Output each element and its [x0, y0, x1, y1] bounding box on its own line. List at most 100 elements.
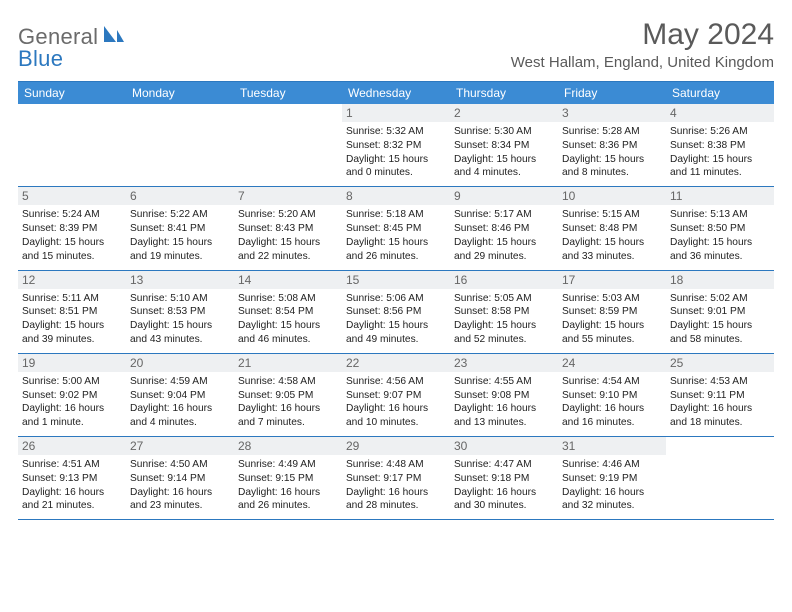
sunset-line: Sunset: 9:14 PM — [130, 472, 230, 486]
day-number: 20 — [126, 354, 234, 372]
day-number: 24 — [558, 354, 666, 372]
daylight-line: Daylight: 16 hours and 16 minutes. — [562, 402, 662, 430]
daylight-line: Daylight: 15 hours and 4 minutes. — [454, 153, 554, 181]
sunrise-line: Sunrise: 5:10 AM — [130, 292, 230, 306]
sunset-line: Sunset: 9:15 PM — [238, 472, 338, 486]
day-number: 5 — [18, 187, 126, 205]
day-cell: 28Sunrise: 4:49 AMSunset: 9:15 PMDayligh… — [234, 437, 342, 519]
day-cell: 25Sunrise: 4:53 AMSunset: 9:11 PMDayligh… — [666, 354, 774, 436]
day-number: 10 — [558, 187, 666, 205]
day-cell: 21Sunrise: 4:58 AMSunset: 9:05 PMDayligh… — [234, 354, 342, 436]
sunrise-line: Sunrise: 5:00 AM — [22, 375, 122, 389]
day-cell: 23Sunrise: 4:55 AMSunset: 9:08 PMDayligh… — [450, 354, 558, 436]
day-header-cell: Friday — [558, 82, 666, 104]
day-number: 22 — [342, 354, 450, 372]
day-cell: 19Sunrise: 5:00 AMSunset: 9:02 PMDayligh… — [18, 354, 126, 436]
sunset-line: Sunset: 8:53 PM — [130, 305, 230, 319]
sunset-line: Sunset: 9:01 PM — [670, 305, 770, 319]
week-row: 5Sunrise: 5:24 AMSunset: 8:39 PMDaylight… — [18, 187, 774, 270]
sunset-line: Sunset: 8:34 PM — [454, 139, 554, 153]
sunset-line: Sunset: 8:56 PM — [346, 305, 446, 319]
day-header-cell: Sunday — [18, 82, 126, 104]
day-number: 12 — [18, 271, 126, 289]
daylight-line: Daylight: 15 hours and 26 minutes. — [346, 236, 446, 264]
sail-icon — [102, 24, 124, 47]
day-cell: 10Sunrise: 5:15 AMSunset: 8:48 PMDayligh… — [558, 187, 666, 269]
day-cell — [126, 104, 234, 186]
sunset-line: Sunset: 9:19 PM — [562, 472, 662, 486]
sunset-line: Sunset: 8:36 PM — [562, 139, 662, 153]
day-number: 1 — [342, 104, 450, 122]
sunrise-line: Sunrise: 4:48 AM — [346, 458, 446, 472]
day-cell: 3Sunrise: 5:28 AMSunset: 8:36 PMDaylight… — [558, 104, 666, 186]
day-number: 11 — [666, 187, 774, 205]
daylight-line: Daylight: 15 hours and 39 minutes. — [22, 319, 122, 347]
sunrise-line: Sunrise: 4:47 AM — [454, 458, 554, 472]
day-number: 8 — [342, 187, 450, 205]
sunrise-line: Sunrise: 5:08 AM — [238, 292, 338, 306]
daylight-line: Daylight: 15 hours and 8 minutes. — [562, 153, 662, 181]
day-header-cell: Thursday — [450, 82, 558, 104]
day-header-cell: Monday — [126, 82, 234, 104]
sunrise-line: Sunrise: 4:59 AM — [130, 375, 230, 389]
day-cell: 5Sunrise: 5:24 AMSunset: 8:39 PMDaylight… — [18, 187, 126, 269]
sunrise-line: Sunrise: 5:02 AM — [670, 292, 770, 306]
sunrise-line: Sunrise: 5:11 AM — [22, 292, 122, 306]
daylight-line: Daylight: 15 hours and 55 minutes. — [562, 319, 662, 347]
day-number: 29 — [342, 437, 450, 455]
daylight-line: Daylight: 16 hours and 18 minutes. — [670, 402, 770, 430]
day-cell: 26Sunrise: 4:51 AMSunset: 9:13 PMDayligh… — [18, 437, 126, 519]
title-block: May 2024 West Hallam, England, United Ki… — [511, 18, 774, 71]
daylight-line: Daylight: 15 hours and 52 minutes. — [454, 319, 554, 347]
sunset-line: Sunset: 8:41 PM — [130, 222, 230, 236]
sunset-line: Sunset: 8:43 PM — [238, 222, 338, 236]
sunrise-line: Sunrise: 5:26 AM — [670, 125, 770, 139]
daylight-line: Daylight: 15 hours and 58 minutes. — [670, 319, 770, 347]
day-number: 6 — [126, 187, 234, 205]
sunrise-line: Sunrise: 5:28 AM — [562, 125, 662, 139]
day-number: 13 — [126, 271, 234, 289]
day-cell: 22Sunrise: 4:56 AMSunset: 9:07 PMDayligh… — [342, 354, 450, 436]
day-cell: 20Sunrise: 4:59 AMSunset: 9:04 PMDayligh… — [126, 354, 234, 436]
daylight-line: Daylight: 16 hours and 23 minutes. — [130, 486, 230, 514]
sunrise-line: Sunrise: 4:51 AM — [22, 458, 122, 472]
day-cell: 15 Sunrise: 5:06 AMSunset: 8:56 PMDayligh… — [342, 271, 450, 353]
week-row: 26Sunrise: 4:51 AMSunset: 9:13 PMDayligh… — [18, 437, 774, 520]
week-row: 19Sunrise: 5:00 AMSunset: 9:02 PMDayligh… — [18, 354, 774, 437]
sunrise-line: Sunrise: 4:58 AM — [238, 375, 338, 389]
logo-text-blue: Blue — [18, 46, 63, 71]
daylight-line: Daylight: 15 hours and 49 minutes. — [346, 319, 446, 347]
sunrise-line: Sunrise: 4:50 AM — [130, 458, 230, 472]
day-number: 27 — [126, 437, 234, 455]
day-number: 2 — [450, 104, 558, 122]
daylight-line: Daylight: 16 hours and 10 minutes. — [346, 402, 446, 430]
day-cell: 8Sunrise: 5:18 AMSunset: 8:45 PMDaylight… — [342, 187, 450, 269]
sunset-line: Sunset: 9:10 PM — [562, 389, 662, 403]
day-cell: 17Sunrise: 5:03 AMSunset: 8:59 PMDayligh… — [558, 271, 666, 353]
daylight-line: Daylight: 15 hours and 36 minutes. — [670, 236, 770, 264]
sunset-line: Sunset: 9:11 PM — [670, 389, 770, 403]
daylight-line: Daylight: 16 hours and 28 minutes. — [346, 486, 446, 514]
day-cell: 6Sunrise: 5:22 AMSunset: 8:41 PMDaylight… — [126, 187, 234, 269]
sunrise-line: Sunrise: 4:49 AM — [238, 458, 338, 472]
day-number: 15 — [342, 271, 450, 289]
sunset-line: Sunset: 9:18 PM — [454, 472, 554, 486]
daylight-line: Daylight: 15 hours and 0 minutes. — [346, 153, 446, 181]
day-number: 28 — [234, 437, 342, 455]
daylight-line: Daylight: 16 hours and 13 minutes. — [454, 402, 554, 430]
day-cell: 31Sunrise: 4:46 AMSunset: 9:19 PMDayligh… — [558, 437, 666, 519]
logo-blue-wrap: Blue — [18, 46, 63, 72]
day-cell: 2Sunrise: 5:30 AMSunset: 8:34 PMDaylight… — [450, 104, 558, 186]
month-title: May 2024 — [511, 18, 774, 52]
day-cell: 1Sunrise: 5:32 AMSunset: 8:32 PMDaylight… — [342, 104, 450, 186]
daylight-line: Daylight: 16 hours and 4 minutes. — [130, 402, 230, 430]
sunset-line: Sunset: 9:08 PM — [454, 389, 554, 403]
day-cell: 24Sunrise: 4:54 AMSunset: 9:10 PMDayligh… — [558, 354, 666, 436]
daylight-line: Daylight: 15 hours and 46 minutes. — [238, 319, 338, 347]
day-header-row: SundayMondayTuesdayWednesdayThursdayFrid… — [18, 82, 774, 104]
day-number: 16 — [450, 271, 558, 289]
day-cell — [234, 104, 342, 186]
sunrise-line: Sunrise: 4:46 AM — [562, 458, 662, 472]
sunrise-line: Sunrise: 5:06 AM — [346, 292, 446, 306]
day-header-cell: Tuesday — [234, 82, 342, 104]
